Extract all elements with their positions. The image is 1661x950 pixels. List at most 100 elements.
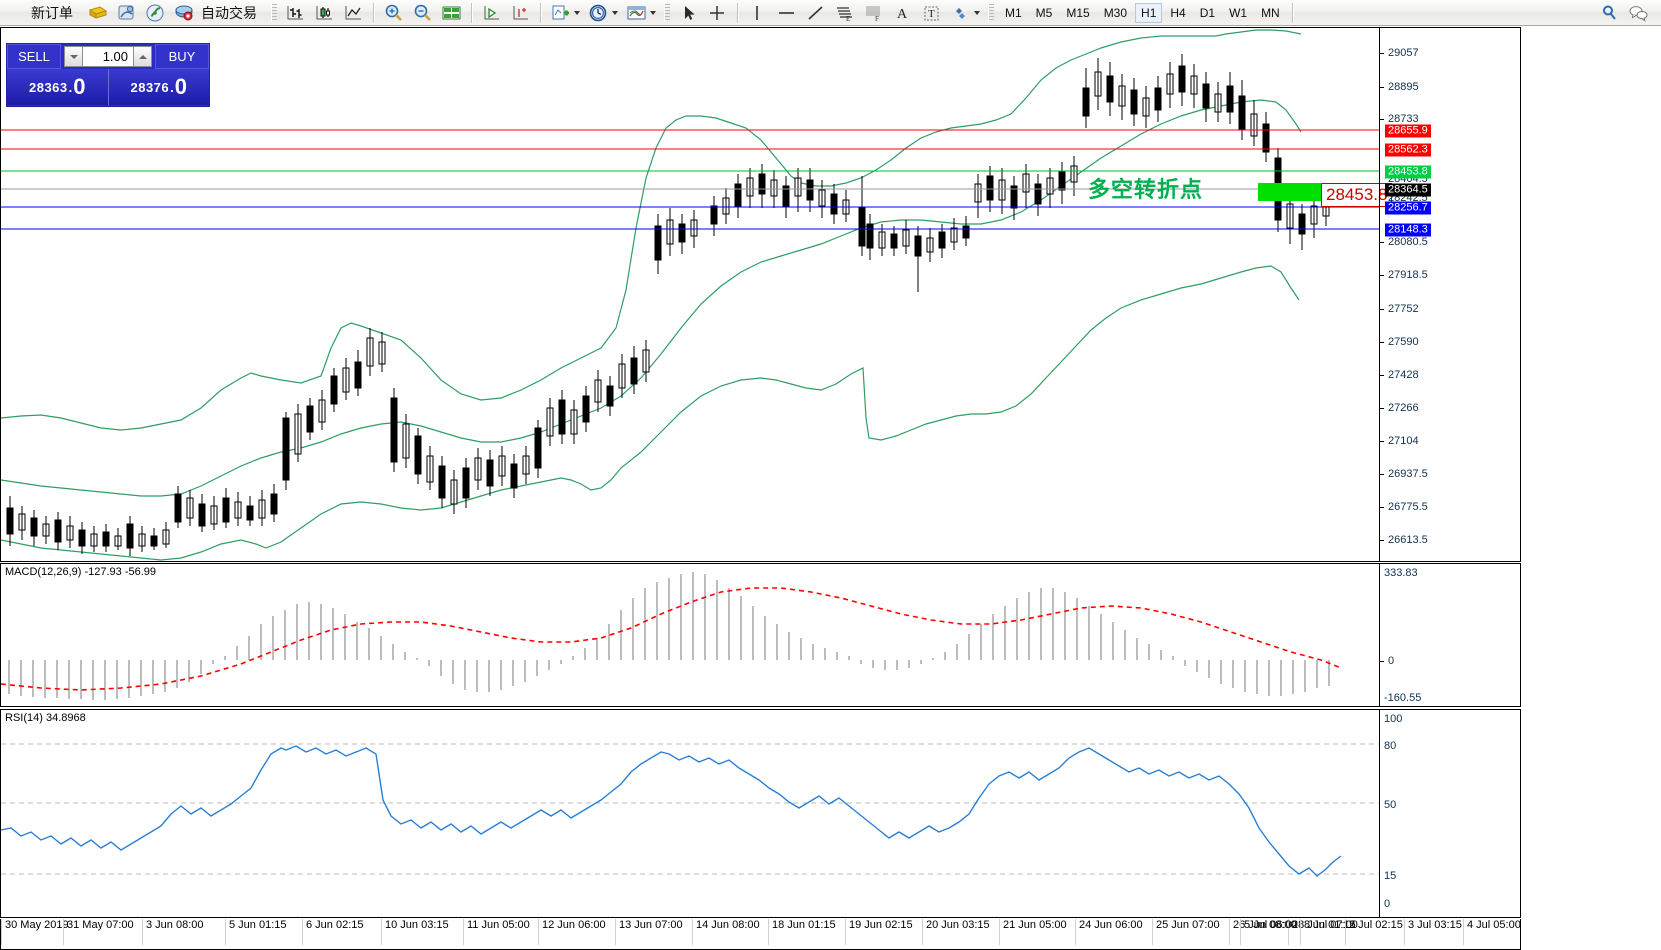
level-tag-resistance-1[interactable]: 28655.9 xyxy=(1385,124,1431,138)
time-tick: 2 Jul 02:15 xyxy=(1345,919,1403,945)
auto-scroll-icon xyxy=(481,3,502,23)
macd-axis[interactable]: 333.83 0 -160.55 xyxy=(1380,564,1520,706)
price-axis[interactable]: 29057 28895 28733 28404.5 28242.5 28080.… xyxy=(1380,28,1520,561)
period-button[interactable] xyxy=(584,1,622,24)
line-chart-button[interactable] xyxy=(339,1,368,24)
bollinger-middle-band xyxy=(1,99,1302,497)
vertical-line-icon xyxy=(747,3,768,23)
volume-increase-button[interactable] xyxy=(133,46,152,67)
trendline-button[interactable] xyxy=(801,1,830,24)
channel-button[interactable]: F xyxy=(859,1,888,24)
time-tick: 10 Jun 03:15 xyxy=(381,919,449,945)
timeframe-mn[interactable]: MN xyxy=(1261,5,1280,20)
sell-price-cell[interactable]: 28363 . 0 xyxy=(7,69,109,105)
fibo-button[interactable]: E xyxy=(830,1,859,24)
level-tag-support-2[interactable]: 28148.3 xyxy=(1385,223,1431,237)
auto-trading-label: 自动交易 xyxy=(201,4,257,21)
timeframe-m30[interactable]: M30 xyxy=(1103,5,1128,20)
sell-button[interactable]: SELL xyxy=(7,44,61,69)
chart-shift-icon xyxy=(510,3,531,23)
timeframe-m1[interactable]: M1 xyxy=(1005,5,1022,20)
search-button[interactable] xyxy=(1595,1,1624,24)
timeframe-m5[interactable]: M5 xyxy=(1035,5,1053,20)
timeframe-h1[interactable]: H1 xyxy=(1135,2,1163,23)
chevron-down-icon[interactable] xyxy=(574,10,580,15)
chart-shift-button[interactable] xyxy=(506,1,535,24)
volume-decrease-button[interactable] xyxy=(64,46,83,67)
bollinger-lower-band xyxy=(1,265,1300,561)
svg-text:A: A xyxy=(897,7,908,22)
timeframe-d1[interactable]: D1 xyxy=(1199,5,1216,20)
toolbar-separator xyxy=(271,3,277,22)
time-tick: 6 Jun 02:15 xyxy=(302,919,364,945)
price-tick: 26613.5 xyxy=(1380,534,1428,546)
price-tick: 28895 xyxy=(1380,81,1419,93)
zoom-out-button[interactable] xyxy=(408,1,437,24)
bar-chart-button[interactable] xyxy=(281,1,310,24)
rsi-pane[interactable]: RSI(14) 34.8968 100 80 50 15 0 xyxy=(0,709,1521,918)
volume-stepper[interactable]: 1.00 xyxy=(61,44,155,69)
search-icon xyxy=(1599,3,1620,23)
templates-button[interactable] xyxy=(622,1,660,24)
signals-icon xyxy=(145,3,166,23)
time-tick: 3 Jul 03:15 xyxy=(1404,919,1462,945)
horizontal-line-button[interactable] xyxy=(772,1,801,24)
time-tick: 5 Jun 01:15 xyxy=(225,919,287,945)
buy-price-cell[interactable]: 28376 . 0 xyxy=(108,69,209,105)
timeframe-w1[interactable]: W1 xyxy=(1229,5,1248,20)
level-tag-last-price[interactable]: 28364.5 xyxy=(1385,183,1431,197)
crosshair-tool-button[interactable] xyxy=(703,1,732,24)
macd-pane[interactable]: MACD(12,26,9) -127.93 -56.99 xyxy=(0,563,1521,707)
rsi-axis[interactable]: 100 80 50 15 0 xyxy=(1380,710,1520,917)
one-click-trading-controls: SELL 1.00 BUY xyxy=(7,44,209,69)
data-window-button[interactable] xyxy=(437,1,466,24)
price-chart-pane[interactable]: 28453.8 多空转折点 29057 28895 28733 28404.5 … xyxy=(0,27,1521,562)
toolbar-divider-5 xyxy=(1291,2,1293,23)
wallet-button[interactable] xyxy=(83,1,112,24)
time-axis[interactable]: 30 May 2019 31 May 07:00 3 Jun 08:00 5 J… xyxy=(0,919,1521,950)
rsi-line xyxy=(1,745,1342,877)
cursor-tool-button[interactable] xyxy=(674,1,703,24)
rsi-tick: 15 xyxy=(1384,870,1397,882)
buy-price-integer: 28376 xyxy=(130,79,170,95)
rsi-plot-area[interactable] xyxy=(1,710,1380,917)
channel-icon: F xyxy=(863,3,884,23)
rsi-tick: 80 xyxy=(1384,740,1397,752)
text-box-button[interactable]: T xyxy=(917,1,946,24)
clock-icon xyxy=(588,3,609,23)
macd-histogram xyxy=(8,572,1330,700)
level-tag-pivot[interactable]: 28453.8 xyxy=(1385,165,1431,179)
auto-trading-icon xyxy=(174,3,195,23)
fibonacci-icon: E xyxy=(834,3,855,23)
macd-tick: 333.83 xyxy=(1384,567,1418,579)
auto-trading-button[interactable]: 自动交易 xyxy=(170,1,267,24)
chevron-down-icon-2[interactable] xyxy=(612,10,618,15)
level-tag-resistance-2[interactable]: 28562.3 xyxy=(1385,143,1431,157)
terminal-icon xyxy=(116,3,137,23)
one-click-trading-panel[interactable]: SELL 1.00 BUY 28363 . 0 28376 . 0 xyxy=(6,43,210,107)
buy-button[interactable]: BUY xyxy=(155,44,209,69)
rsi-tick: 100 xyxy=(1384,713,1403,725)
vertical-line-button[interactable] xyxy=(743,1,772,24)
chevron-down-icon-3[interactable] xyxy=(650,10,656,15)
chevron-down-icon-4[interactable] xyxy=(974,10,980,15)
auto-scroll-button[interactable] xyxy=(477,1,506,24)
zoom-in-button[interactable] xyxy=(379,1,408,24)
volume-input[interactable]: 1.00 xyxy=(83,46,133,67)
new-order-label: 新订单 xyxy=(31,4,73,21)
time-tick: 18 Jun 01:15 xyxy=(768,919,836,945)
timeframe-h4[interactable]: H4 xyxy=(1170,5,1186,20)
candlestick-chart-button[interactable] xyxy=(310,1,339,24)
timeframe-m15[interactable]: M15 xyxy=(1066,5,1090,20)
macd-plot-area[interactable] xyxy=(1,564,1380,706)
indicators-button[interactable] xyxy=(546,1,584,24)
chat-button[interactable] xyxy=(1624,1,1653,24)
shapes-button[interactable] xyxy=(946,1,984,24)
new-order-button[interactable]: 新订单 xyxy=(0,1,83,24)
templates-icon xyxy=(626,3,647,23)
price-plot-area[interactable] xyxy=(1,28,1380,561)
signals-button[interactable] xyxy=(141,1,170,24)
terminal-button[interactable] xyxy=(112,1,141,24)
level-tag-support-1[interactable]: 28256.7 xyxy=(1385,201,1431,215)
text-label-button[interactable]: A xyxy=(888,1,917,24)
